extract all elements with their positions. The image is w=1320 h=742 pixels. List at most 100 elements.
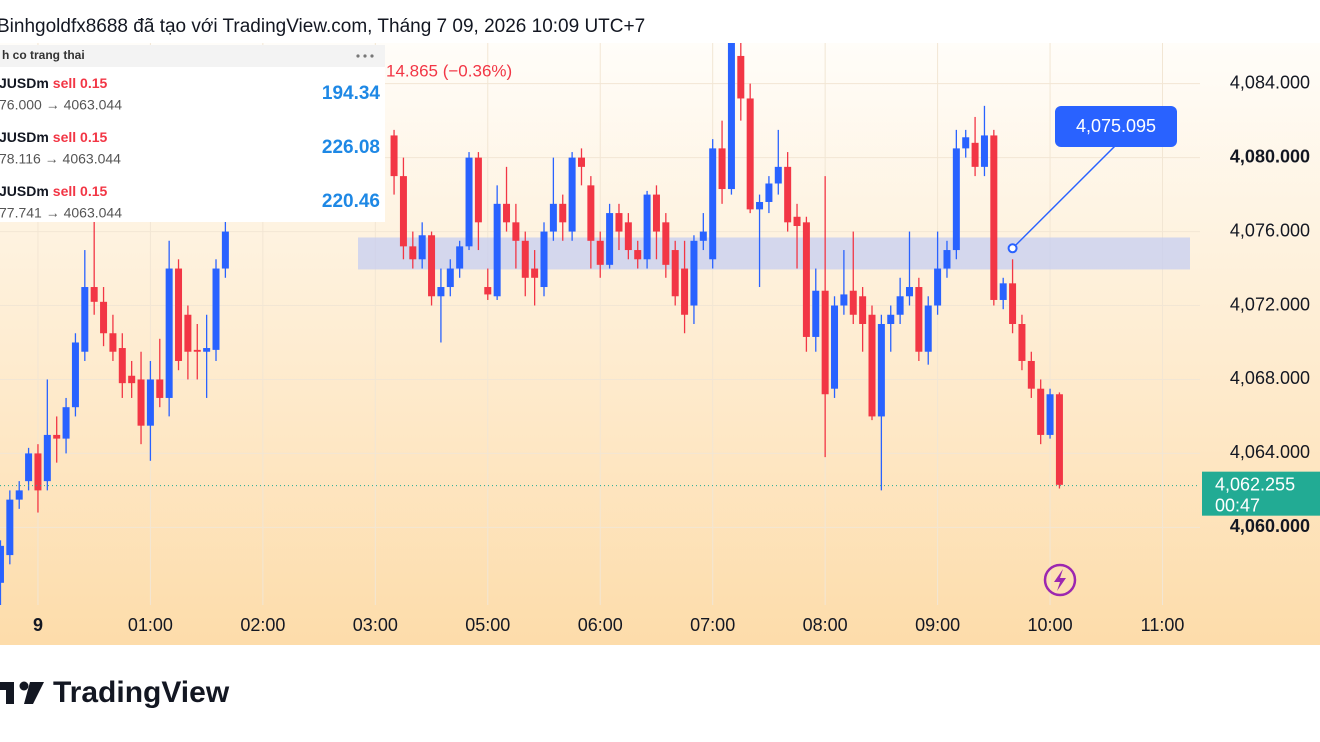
candle-body bbox=[540, 231, 548, 288]
candle-body bbox=[896, 296, 904, 315]
candle-body bbox=[399, 176, 407, 247]
position-prices: 76.000 → 4063.044 bbox=[0, 97, 122, 113]
candle-body bbox=[990, 135, 998, 300]
candle-body bbox=[25, 453, 33, 482]
position-pnl: 220.46 bbox=[322, 191, 380, 212]
candle-body bbox=[905, 287, 913, 297]
position-prices: 77.741 → 4063.044 bbox=[0, 205, 122, 221]
candle-body bbox=[596, 240, 604, 265]
candle-body bbox=[118, 348, 126, 384]
y-tick-label: 4,076.000 bbox=[1230, 220, 1310, 240]
y-tick-label: 4,080.000 bbox=[1230, 146, 1310, 166]
candle-body bbox=[774, 166, 782, 184]
x-tick-label: 9 bbox=[33, 615, 43, 635]
x-tick-label: 05:00 bbox=[465, 615, 510, 635]
candle-body bbox=[784, 166, 792, 223]
alert-icon[interactable] bbox=[1043, 563, 1077, 597]
x-tick-label: 11:00 bbox=[1141, 615, 1185, 635]
candle-body bbox=[934, 268, 942, 306]
axes: 4,060.000 4,064.000 4,068.000 4,072.000 4,07… bbox=[33, 72, 1320, 635]
countdown: 00:47 bbox=[1215, 495, 1260, 515]
last-price-label: 4,062.255 bbox=[1215, 474, 1295, 494]
menu-dot[interactable] bbox=[370, 54, 374, 58]
candle-body bbox=[15, 490, 23, 500]
candle-body bbox=[43, 434, 51, 482]
x-tick-label: 06:00 bbox=[578, 615, 623, 635]
candle-body bbox=[587, 185, 595, 241]
candle-body bbox=[765, 183, 773, 202]
candle-body bbox=[887, 314, 895, 324]
candle-body bbox=[456, 246, 464, 269]
candle-body bbox=[128, 375, 136, 384]
candle-body bbox=[756, 201, 764, 210]
candle-body bbox=[727, 43, 735, 190]
candle-body bbox=[156, 379, 164, 398]
candle-body bbox=[512, 222, 520, 241]
logo-mark bbox=[0, 682, 14, 704]
callout-label: 4,075.095 bbox=[1076, 116, 1156, 136]
candle-body bbox=[34, 453, 42, 491]
candle-body bbox=[568, 157, 576, 232]
candle-body bbox=[577, 157, 585, 167]
candle-body bbox=[81, 287, 89, 352]
menu-dot[interactable] bbox=[363, 54, 367, 58]
candle-body bbox=[474, 157, 482, 223]
candle-body bbox=[831, 305, 839, 389]
candle-body bbox=[1055, 394, 1063, 485]
candle-body bbox=[606, 213, 614, 265]
candle-body bbox=[849, 290, 857, 315]
position-symbol: JUSDm sell 0.15 bbox=[0, 183, 108, 199]
candle-body bbox=[521, 240, 529, 278]
candle-body bbox=[821, 290, 829, 395]
x-tick-label: 07:00 bbox=[690, 615, 735, 635]
candle-body bbox=[503, 203, 511, 223]
candle-body bbox=[624, 222, 632, 251]
candle-body bbox=[999, 283, 1007, 300]
logo-mark bbox=[24, 682, 44, 704]
position-pnl: 226.08 bbox=[322, 137, 380, 158]
candle-body bbox=[671, 250, 679, 297]
candle-body bbox=[203, 348, 211, 352]
y-tick-label: 4,072.000 bbox=[1230, 294, 1310, 314]
candle-body bbox=[690, 240, 698, 306]
x-tick-label: 03:00 bbox=[353, 615, 398, 635]
candle-body bbox=[1018, 324, 1026, 361]
candle-body bbox=[390, 135, 398, 177]
candle-body bbox=[868, 314, 876, 417]
candle-body bbox=[62, 407, 70, 439]
symbol: JUSDm bbox=[0, 183, 49, 199]
candle-body bbox=[840, 294, 848, 306]
alert-bolt bbox=[1054, 569, 1066, 591]
candle-body bbox=[971, 142, 979, 167]
candle-body bbox=[1027, 360, 1035, 389]
candle-body bbox=[746, 98, 754, 210]
footer-bg bbox=[0, 645, 1320, 742]
panel-header bbox=[0, 45, 385, 67]
callout-line bbox=[1012, 145, 1116, 249]
menu-dot[interactable] bbox=[356, 54, 360, 58]
candle-body bbox=[699, 231, 707, 241]
candle-body bbox=[418, 235, 426, 260]
position-prices: 78.116 → 4063.044 bbox=[0, 151, 121, 167]
x-tick-label: 02:00 bbox=[240, 615, 285, 635]
candle-body bbox=[493, 203, 501, 297]
candle-body bbox=[924, 305, 932, 352]
candle-body bbox=[165, 268, 173, 398]
candle-body bbox=[221, 231, 229, 269]
candle-body bbox=[615, 213, 623, 232]
position-pnl: 194.34 bbox=[322, 83, 381, 104]
candle-body bbox=[915, 287, 923, 352]
candle-body bbox=[71, 342, 79, 408]
candle-body bbox=[146, 379, 154, 426]
candle-body bbox=[90, 287, 98, 302]
panel-bg bbox=[0, 45, 385, 222]
x-tick-label: 01:00 bbox=[128, 615, 173, 635]
candle-body bbox=[465, 157, 473, 247]
candle-body bbox=[718, 148, 726, 190]
position-symbol: JUSDm sell 0.15 bbox=[0, 129, 108, 145]
candle-body bbox=[428, 235, 436, 297]
y-tick-label: 4,064.000 bbox=[1230, 442, 1310, 462]
